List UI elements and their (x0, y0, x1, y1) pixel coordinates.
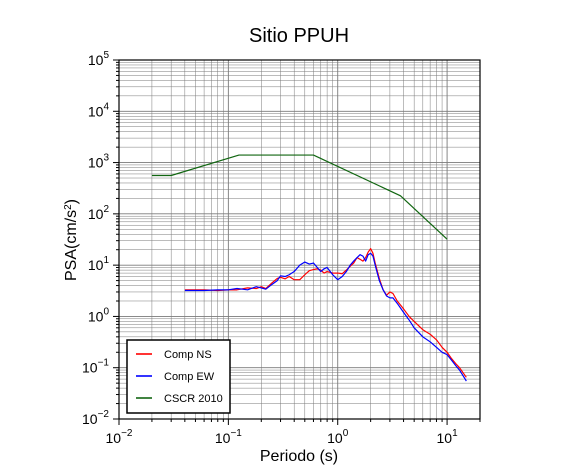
chart-title: Sitio PPUH (249, 25, 349, 47)
y-axis-label: PSA(cm/s2) (63, 199, 81, 281)
x-tick-label: 10−1 (215, 428, 242, 446)
y-axis-label-sup: 2 (63, 204, 74, 210)
series-line-comp-ns (184, 248, 467, 378)
grid (118, 59, 481, 420)
legend-label-comp-ns: Comp NS (164, 349, 212, 361)
series-line-comp-ew (184, 252, 467, 382)
series-line-cscr-2010 (151, 154, 448, 240)
x-tick-label: 101 (437, 428, 459, 446)
y-tick-label: 100 (88, 306, 110, 324)
legend-label-cscr-2010: CSCR 2010 (164, 393, 223, 405)
x-tick-labels: 10−2 10−1 100 101 (106, 428, 459, 446)
legend: Comp NS Comp EW CSCR 2010 (126, 339, 231, 414)
y-axis-label-base: PSA(cm/s (63, 210, 80, 281)
x-axis-label: Periodo (s) (260, 448, 338, 465)
y-tick-label: 10−1 (82, 358, 109, 376)
x-tick-label: 100 (327, 428, 349, 446)
y-tick-labels: 10−2 10−1 100 101 102 103 104 105 (82, 50, 109, 427)
y-tick-label: 10−2 (82, 409, 109, 427)
y-tick-label: 105 (88, 50, 110, 68)
y-tick-label: 102 (88, 204, 110, 222)
x-tick-label: 10−2 (106, 428, 133, 446)
y-tick-label: 103 (88, 153, 110, 171)
plot-frame (118, 59, 481, 420)
y-tick-label: 104 (88, 101, 110, 119)
axis-ticks (113, 59, 481, 425)
y-axis-label-close: ) (63, 199, 80, 204)
legend-label-comp-ew: Comp EW (164, 371, 215, 383)
series-layer (151, 154, 467, 382)
y-tick-label: 101 (88, 255, 110, 273)
